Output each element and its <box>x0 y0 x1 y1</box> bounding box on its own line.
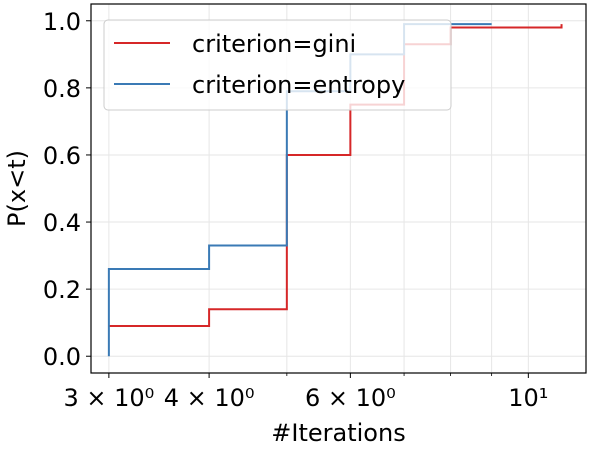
x-tick-label: 4 × 10⁰ <box>164 384 255 412</box>
y-tick-label: 1.0 <box>43 8 81 36</box>
y-tick-label: 0.4 <box>43 209 81 237</box>
legend-label: criterion=entropy <box>192 71 405 99</box>
y-tick-label: 0.6 <box>43 142 81 170</box>
y-axis-label: P(x<t) <box>3 150 31 227</box>
axis-ticks: 0.0 0.2 0.4 0.6 0.8 1.0 3 × 10⁰ 4 × 10⁰ 6 × 10⁰ 1… <box>43 8 549 412</box>
x-axis-label: #Iterations <box>271 419 405 447</box>
x-tick-label: 3 × 10⁰ <box>63 384 154 412</box>
x-tick-label: 10¹ <box>508 384 548 412</box>
x-tick-label: 6 × 10⁰ <box>305 384 396 412</box>
y-tick-label: 0.2 <box>43 276 81 304</box>
legend-box <box>103 19 452 111</box>
legend: criterion=gini criterion=entropy <box>103 19 452 111</box>
y-tick-label: 0.0 <box>43 343 81 371</box>
plot-frame <box>90 3 587 374</box>
y-tick-label: 0.8 <box>43 75 81 103</box>
legend-label: criterion=gini <box>192 30 356 58</box>
